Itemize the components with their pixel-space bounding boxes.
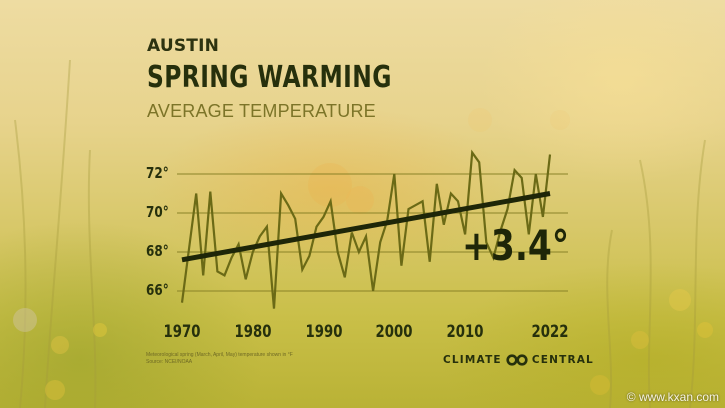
y-tick-label: 70° — [146, 203, 169, 221]
chart-title: SPRING WARMING — [147, 60, 392, 95]
title-block: AUSTIN SPRING WARMING AVERAGE TEMPERATUR… — [147, 36, 461, 122]
logo-text-left: CLIMATE — [443, 354, 502, 366]
kxan-watermark: © www.kxan.com — [626, 390, 719, 404]
x-tick-label: 2000 — [375, 322, 413, 342]
temperature-series-line — [180, 149, 552, 309]
trend-line — [181, 191, 551, 263]
temperature-change-annotation: +3.4° — [462, 221, 570, 270]
y-tick-label: 68° — [146, 242, 169, 260]
logo-text-right: CENTRAL — [531, 354, 594, 366]
x-tick-label: 2010 — [446, 322, 484, 342]
city-label: AUSTIN — [147, 36, 220, 56]
y-tick-label: 66° — [146, 281, 169, 299]
x-tick-label: 1990 — [305, 322, 342, 342]
chart-subtitle: AVERAGE TEMPERATURE — [147, 101, 376, 121]
climate-central-logo: CLIMATE CENTRAL — [443, 354, 594, 366]
footnote-source: Source: NCEI/NOAA — [146, 359, 193, 365]
y-tick-label: 72° — [146, 164, 169, 182]
x-tick-label: 1970 — [163, 322, 201, 342]
x-tick-label: 1980 — [234, 322, 272, 342]
footnote-methodology: Meteorological spring (March, April, May… — [146, 352, 293, 358]
footnote: Meteorological spring (March, April, May… — [146, 352, 293, 366]
infinity-loop-icon — [506, 354, 528, 366]
x-tick-label: 2022 — [531, 322, 569, 342]
